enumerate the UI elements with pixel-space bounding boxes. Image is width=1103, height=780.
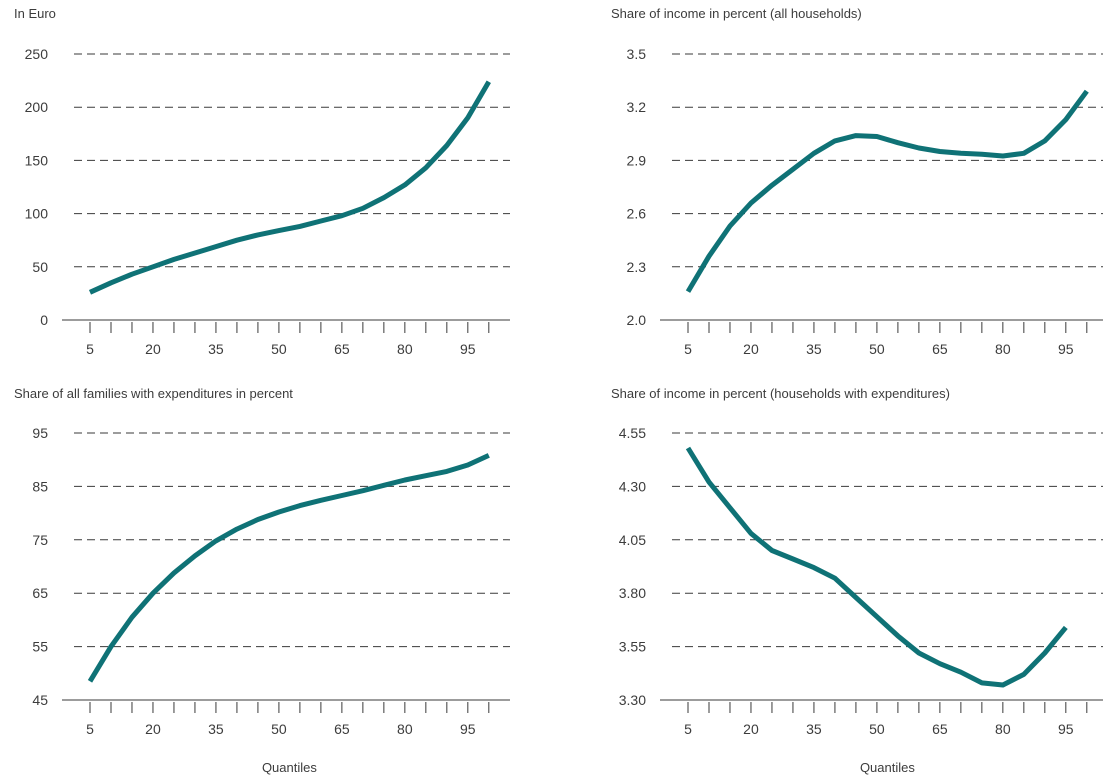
y-tick-label: 2.6 [627,206,647,222]
y-tick-label: 45 [32,692,48,708]
x-tick-label: 50 [869,721,885,737]
y-tick-label: 4.55 [619,425,646,441]
series-line-1 [685,446,1068,688]
x-tick-label: 80 [995,721,1011,737]
y-axis-label: In Euro [14,6,56,21]
y-tick-label: 4.30 [619,478,646,494]
x-tick-label: 5 [684,721,692,737]
x-tick-label: 5 [684,341,692,357]
x-tick-label: 95 [460,341,476,357]
x-axis-label: Quantiles [860,760,915,775]
y-tick-label: 3.55 [619,639,646,655]
y-axis-label: Share of income in percent (households w… [611,386,950,401]
y-tick-label: 2.9 [627,152,647,168]
x-tick-label: 95 [460,721,476,737]
y-tick-label: 2.3 [627,259,647,275]
x-tick-label: 50 [271,341,287,357]
chart-panel-4: Share of income in percent (households w… [611,386,1103,775]
y-tick-label: 55 [32,639,48,655]
x-tick-label: 65 [334,721,350,737]
y-tick-label: 3.80 [619,585,646,601]
chart-panel-3: Share of all families with expenditures … [14,386,510,775]
x-tick-label: 35 [806,341,822,357]
x-tick-label: 5 [86,721,94,737]
y-tick-label: 75 [32,532,48,548]
y-tick-label: 95 [32,425,48,441]
chart-panel-2: Share of income in percent (all househol… [611,6,1103,357]
x-tick-label: 80 [995,341,1011,357]
x-tick-label: 20 [743,721,759,737]
y-tick-label: 250 [25,46,49,62]
y-axis-label: Share of all families with expenditures … [14,386,293,401]
series-line-1 [685,89,1089,293]
x-tick-label: 50 [869,341,885,357]
x-tick-label: 20 [145,721,161,737]
y-tick-label: 4.05 [619,532,646,548]
x-tick-label: 20 [743,341,759,357]
x-tick-label: 35 [806,721,822,737]
y-tick-label: 3.30 [619,692,646,708]
y-tick-label: 3.5 [627,46,647,62]
y-tick-label: 150 [25,152,49,168]
x-tick-label: 65 [932,721,948,737]
series-line-1 [87,453,490,683]
x-tick-label: 80 [397,341,413,357]
x-tick-label: 65 [932,341,948,357]
x-tick-label: 35 [208,341,224,357]
x-tick-label: 95 [1058,341,1074,357]
y-tick-label: 3.2 [627,99,647,115]
series-line-1 [88,80,491,295]
y-axis-label: Share of income in percent (all househol… [611,6,862,21]
x-tick-label: 5 [86,341,94,357]
y-tick-label: 65 [32,585,48,601]
chart-panel-1: In Euro 0 50 100 150 200 250 5 20 35 50 65 80 95 [14,6,510,357]
x-axis-label: Quantiles [262,760,317,775]
x-tick-label: 65 [334,341,350,357]
y-tick-label: 85 [32,478,48,494]
x-tick-label: 95 [1058,721,1074,737]
y-tick-label: 2.0 [627,312,647,328]
y-tick-label: 200 [25,99,49,115]
x-tick-label: 35 [208,721,224,737]
x-tick-label: 80 [397,721,413,737]
y-tick-label: 100 [25,206,49,222]
y-tick-label: 50 [32,259,48,275]
x-tick-label: 50 [271,721,287,737]
y-tick-label: 0 [40,312,48,328]
x-tick-label: 20 [145,341,161,357]
